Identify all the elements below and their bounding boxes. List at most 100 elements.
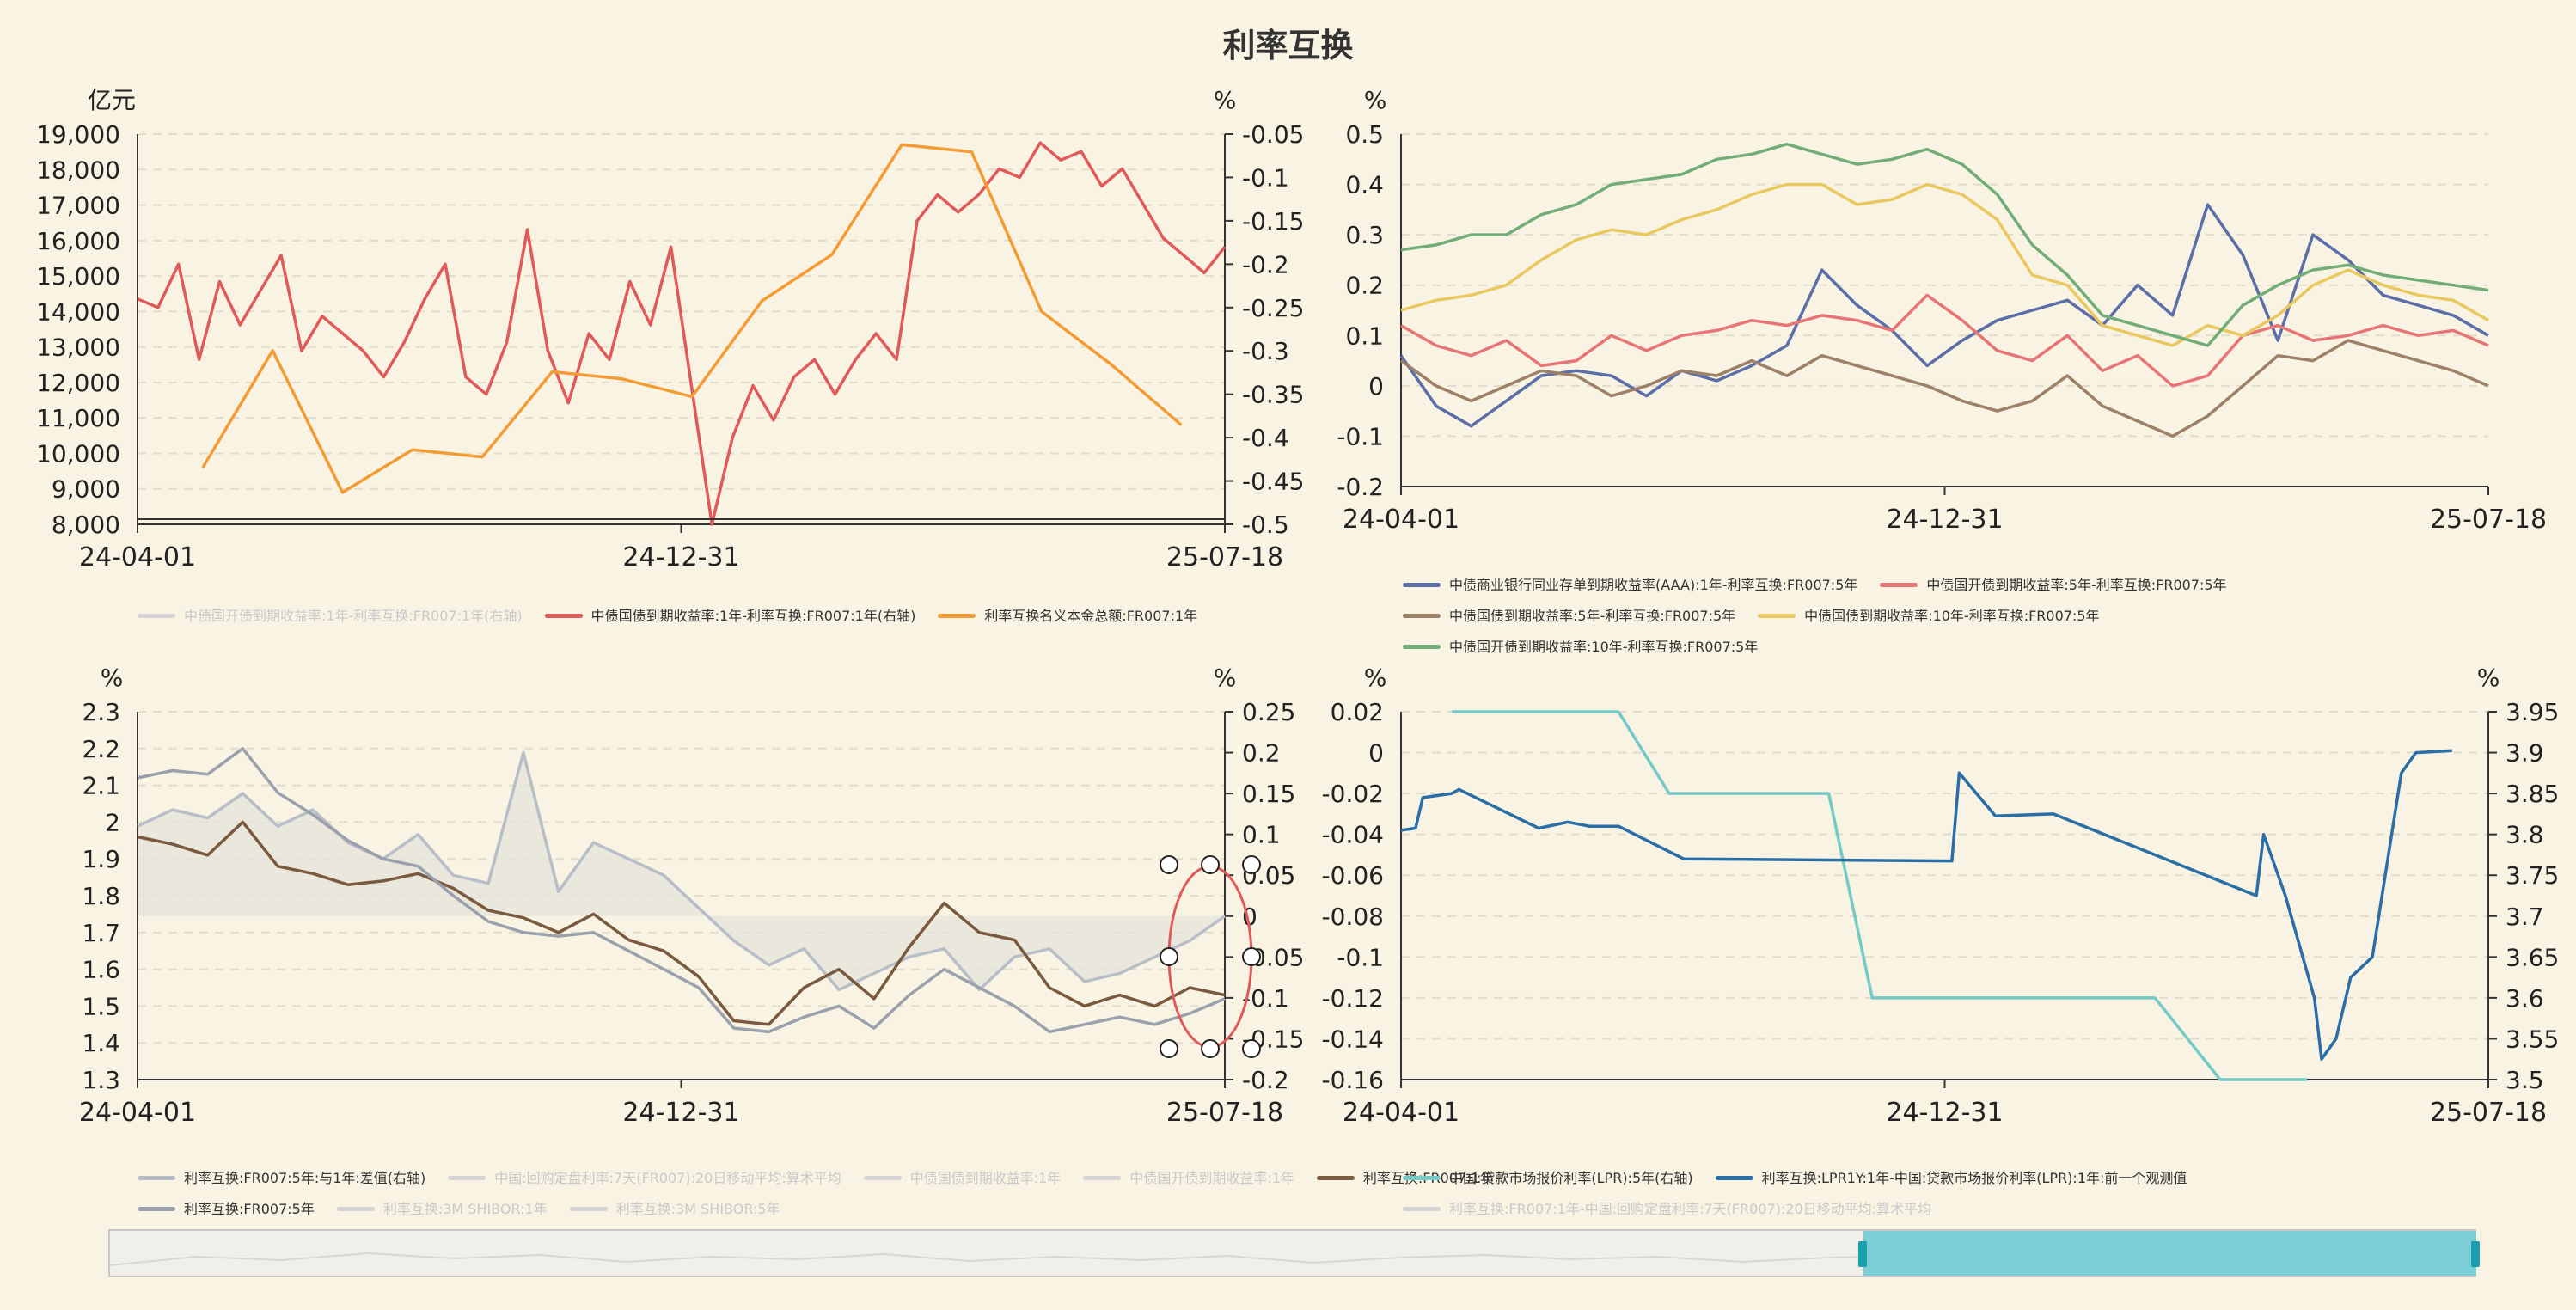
y2-tick-label: -0.2 — [1242, 250, 1289, 279]
legend-item[interactable]: 中国:贷款市场报价利率(LPR):5年(右轴) — [1403, 1163, 1693, 1194]
y-tick-label: 14,000 — [36, 297, 120, 326]
y2-tick-label: 0.2 — [1242, 739, 1281, 768]
series-line[interactable] — [1399, 203, 2489, 428]
legend-item[interactable]: 中债国开债到期收益率:1年-利率互换:FR007:1年(右轴) — [138, 601, 523, 632]
legend-swatch — [1316, 1176, 1355, 1180]
legend-label: 中债国开债到期收益率:10年-利率互换:FR007:5年 — [1449, 638, 1759, 655]
legend-item[interactable]: 利率互换:3M SHIBOR:5年 — [569, 1194, 780, 1225]
y-tick-label: 1.9 — [82, 845, 120, 873]
x-tick-label: 24-12-31 — [622, 1098, 739, 1128]
datazoom-selection[interactable] — [1863, 1231, 2476, 1276]
y-tick-label: 1.4 — [82, 1029, 120, 1057]
legend-label: 中债国开债到期收益率:1年-利率互换:FR007:1年(右轴) — [184, 607, 523, 624]
brush-handle[interactable] — [1242, 1039, 1261, 1058]
series-line[interactable] — [137, 820, 1226, 1026]
legend-swatch — [569, 1207, 608, 1211]
y-tick-label: 0.3 — [1345, 221, 1384, 249]
legend-swatch — [138, 1176, 175, 1180]
legend-item[interactable]: 利率互换:FR007:5年:与1年:差值(右轴) — [138, 1163, 425, 1194]
series-line[interactable] — [137, 141, 1227, 526]
series-line[interactable] — [201, 143, 1183, 494]
x-tick-label: 24-12-31 — [622, 542, 739, 572]
y2-tick-label: 3.65 — [2506, 943, 2559, 971]
series-line[interactable] — [1400, 749, 2452, 1061]
legend-swatch — [544, 614, 583, 618]
legend-swatch — [448, 1176, 486, 1180]
y-tick-label: -0.14 — [1322, 1025, 1384, 1053]
brush-handle[interactable] — [1201, 855, 1220, 874]
brush-ellipse[interactable] — [1167, 865, 1253, 1049]
chart-swap-curve — [137, 711, 1233, 1088]
legend-item[interactable]: 中债国开债到期收益率:5年-利率互换:FR007:5年 — [1880, 570, 2227, 601]
y2-tick-label: 3.6 — [2506, 984, 2544, 1013]
y-unit-label: 亿元 — [88, 86, 136, 114]
brush-handle[interactable] — [1242, 855, 1261, 874]
y2-tick-label: -0.25 — [1242, 294, 1304, 322]
legend-item[interactable]: 利率互换:3M SHIBOR:1年 — [336, 1194, 548, 1225]
legend-swatch — [1403, 1176, 1441, 1180]
legend-swatch — [938, 614, 976, 618]
series-line[interactable] — [1400, 142, 2489, 347]
x-tick-label: 24-04-01 — [1343, 1098, 1459, 1128]
x-tick-label: 24-12-31 — [1886, 1098, 2003, 1128]
series-line[interactable] — [1452, 710, 2308, 1081]
series-area — [138, 752, 1225, 990]
legend-label: 中债国开债到期收益率:1年 — [1129, 1169, 1294, 1186]
brush-handle[interactable] — [1160, 855, 1178, 874]
y-tick-label: -0.16 — [1322, 1066, 1384, 1094]
y-tick-label: -0.2 — [1337, 473, 1384, 501]
y2-tick-label: -0.15 — [1242, 207, 1304, 236]
legend-item[interactable]: 中债国债到期收益率:1年 — [863, 1163, 1061, 1194]
legend-item[interactable]: 中债国债到期收益率:5年-利率互换:FR007:5年 — [1403, 601, 1735, 632]
legend-label: 中债国开债到期收益率:5年-利率互换:FR007:5年 — [1926, 576, 2227, 593]
brush-handle[interactable] — [1201, 1039, 1220, 1058]
legend-label: 中债商业银行同业存单到期收益率(AAA):1年-利率互换:FR007:5年 — [1449, 576, 1858, 593]
y-tick-label: 1.3 — [82, 1066, 120, 1094]
series-line[interactable] — [1400, 182, 2489, 347]
legend-swatch — [1715, 1176, 1753, 1180]
legend-row: 利率互换:FR007:1年-中国:回购定盘利率:7天(FR007):20日移动平… — [1403, 1191, 2209, 1222]
series-line[interactable] — [1399, 339, 2489, 438]
legend-swatch — [1758, 614, 1796, 618]
y2-tick-label: 3.85 — [2506, 780, 2559, 808]
series-line[interactable] — [1400, 293, 2489, 388]
legend-item[interactable]: 中债商业银行同业存单到期收益率(AAA):1年-利率互换:FR007:5年 — [1403, 570, 1857, 601]
legend-item[interactable]: 利率互换:FR007:5年 — [138, 1194, 315, 1225]
legend-item[interactable]: 中债国开债到期收益率:10年-利率互换:FR007:5年 — [1403, 632, 1758, 663]
legend-item[interactable]: 中债国开债到期收益率:1年 — [1083, 1163, 1294, 1194]
brush-handle[interactable] — [1242, 947, 1261, 966]
y-tick-label: -0.1 — [1337, 422, 1384, 450]
y-tick-label: -0.04 — [1322, 821, 1384, 849]
legend-item[interactable]: 中债国债到期收益率:1年-利率互换:FR007:1年(右轴) — [544, 601, 915, 632]
y-tick-label: 11,000 — [36, 404, 120, 432]
legend-row: 中债国开债到期收益率:10年-利率互换:FR007:5年 — [1403, 629, 2249, 660]
y-tick-label: 1.6 — [82, 956, 120, 984]
legend-item[interactable]: 中国:回购定盘利率:7天(FR007):20日移动平均:算术平均 — [448, 1163, 841, 1194]
page-title: 利率互换 — [1222, 27, 1354, 64]
y-tick-label: 1.5 — [82, 992, 120, 1020]
y-tick-label: 18,000 — [36, 156, 120, 184]
legend-row: 利率互换:FR007:5年:与1年:差值(右轴) 中国:回购定盘利率:7天(FR0… — [138, 1160, 1516, 1191]
legend-item[interactable]: 利率互换:LPR1Y:1年-中国:贷款市场报价利率(LPR):1年:前一个观测值 — [1715, 1163, 2187, 1194]
y2-tick-label: 3.95 — [2506, 698, 2559, 726]
y-tick-label: 0.5 — [1345, 120, 1384, 149]
datazoom-slider[interactable] — [108, 1229, 2480, 1277]
x-tick-label: 24-04-01 — [1343, 505, 1459, 535]
legend-item[interactable]: 中债国债到期收益率:10年-利率互换:FR007:5年 — [1758, 601, 2100, 632]
legend-row: 中债国开债到期收益率:1年-利率互换:FR007:1年(右轴) 中债国债到期收益率… — [138, 598, 1220, 629]
y2-tick-label: 3.9 — [2506, 739, 2544, 768]
datazoom-handle-left[interactable] — [1858, 1241, 1867, 1267]
legend-item[interactable]: 利率互换:FR007:1年-中国:回购定盘利率:7天(FR007):20日移动平… — [1403, 1194, 1931, 1225]
datazoom-handle-right[interactable] — [2471, 1241, 2480, 1267]
x-tick-label: 24-04-01 — [79, 542, 196, 572]
brush-selection[interactable] — [1160, 855, 1261, 1058]
series-line[interactable] — [137, 747, 1226, 1034]
series-line[interactable] — [137, 750, 1227, 992]
y-tick-label: 0 — [1368, 739, 1384, 768]
legend-label: 利率互换:FR007:1年-中国:回购定盘利率:7天(FR007):20日移动平… — [1449, 1200, 1932, 1217]
y-tick-label: -0.1 — [1337, 943, 1384, 971]
brush-handle[interactable] — [1160, 947, 1178, 966]
brush-handle[interactable] — [1160, 1039, 1178, 1058]
y-tick-label: 10,000 — [36, 439, 120, 468]
legend-item[interactable]: 利率互换名义本金总额:FR007:1年 — [938, 601, 1197, 632]
